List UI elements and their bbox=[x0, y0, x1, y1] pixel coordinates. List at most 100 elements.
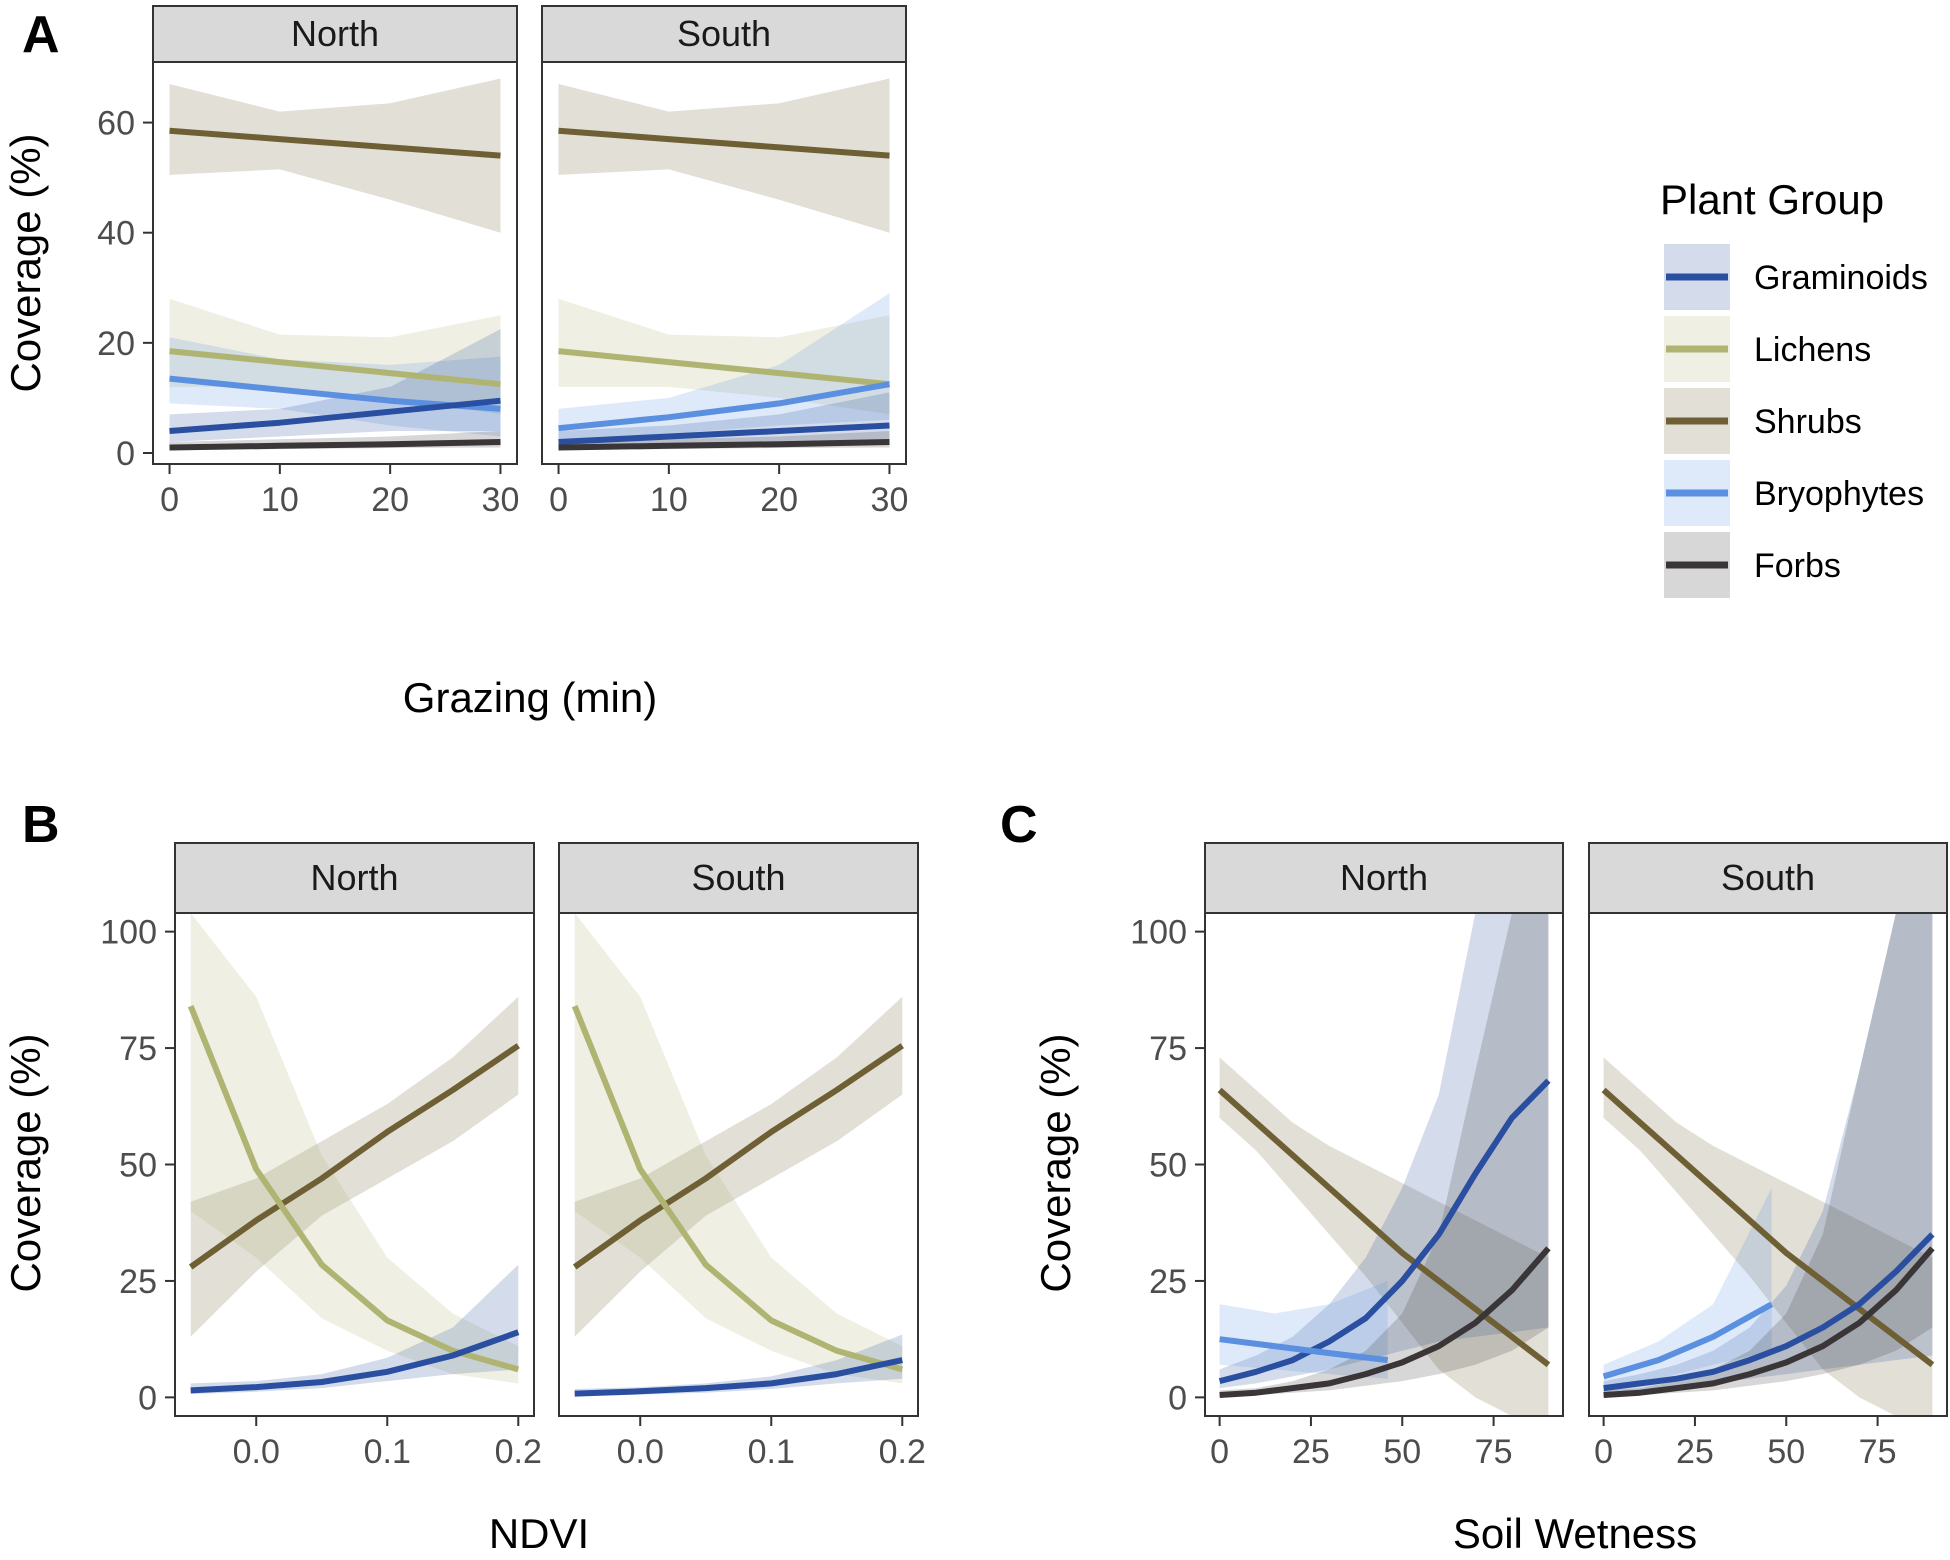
line-forbs bbox=[169, 439, 501, 451]
facet-north: North 0 10 20 30 0 20 40 60 bbox=[97, 5, 519, 519]
facet-strip-label: North bbox=[1340, 857, 1428, 898]
line-graminoids bbox=[190, 1329, 520, 1394]
ci-band-graminoids bbox=[169, 329, 501, 442]
line-lichens bbox=[571, 1004, 904, 1373]
legend-label: Bryophytes bbox=[1754, 475, 1924, 513]
facet-strip bbox=[1204, 842, 1564, 914]
plot-area bbox=[1217, 913, 1551, 1416]
facet-strip-label: North bbox=[291, 13, 379, 54]
line-lichens bbox=[558, 348, 890, 388]
x-axis-title: NDVI bbox=[489, 1510, 589, 1557]
ci-band-graminoids bbox=[574, 1334, 903, 1396]
x-tick-label: 75 bbox=[1475, 1433, 1513, 1471]
legend-label: Forbs bbox=[1754, 547, 1841, 585]
y-tick-label: 0 bbox=[1168, 1379, 1187, 1417]
ci-band-graminoids bbox=[558, 392, 890, 448]
y-tick-label: 100 bbox=[100, 914, 157, 952]
x-tick-label: 50 bbox=[1383, 1433, 1421, 1471]
y-tick-label: 75 bbox=[119, 1030, 157, 1068]
facet-strip bbox=[174, 842, 535, 914]
plot-area bbox=[558, 78, 891, 451]
facet-strip bbox=[541, 5, 907, 63]
line-graminoids bbox=[169, 397, 501, 434]
facet-north: North 0 25 50 75 0 25 50 75 100 bbox=[1130, 842, 1564, 1471]
x-tick-label: 0 bbox=[1594, 1433, 1613, 1471]
line-shrubs bbox=[1217, 1087, 1551, 1368]
ci-band-bryophytes bbox=[1603, 1187, 1772, 1386]
ci-band-forbs bbox=[1603, 913, 1933, 1397]
line-graminoids bbox=[1218, 1078, 1551, 1385]
legend-label: Shrubs bbox=[1754, 403, 1862, 441]
x-tick-label: 0.2 bbox=[879, 1433, 926, 1471]
ci-band-shrubs bbox=[574, 996, 903, 1337]
legend-item-shrubs: Shrubs bbox=[1664, 388, 1862, 454]
ci-band-lichens bbox=[558, 298, 890, 415]
facet-strip bbox=[1588, 842, 1948, 914]
x-tick-label: 0 bbox=[160, 481, 179, 519]
y-tick-label: 0 bbox=[138, 1379, 157, 1417]
panel-border bbox=[152, 61, 518, 465]
facet-strip-label: South bbox=[691, 857, 785, 898]
legend-item-graminoids: Graminoids bbox=[1664, 244, 1928, 310]
line-bryophytes bbox=[558, 381, 891, 432]
x-tick-label: 10 bbox=[650, 481, 688, 519]
line-graminoids bbox=[574, 1357, 903, 1397]
y-axis-title: Coverage (%) bbox=[1032, 1033, 1079, 1292]
ci-band-graminoids bbox=[1603, 913, 1933, 1393]
y-tick-label: 25 bbox=[1149, 1263, 1187, 1301]
y-tick-label: 100 bbox=[1130, 914, 1187, 952]
x-tick-label: 0.0 bbox=[617, 1433, 664, 1471]
x-tick-label: 20 bbox=[760, 481, 798, 519]
ci-band-lichens bbox=[190, 913, 519, 1384]
legend-item-forbs: Forbs bbox=[1664, 532, 1841, 598]
line-shrubs bbox=[572, 1043, 904, 1270]
facet-south: South 0.0 0.1 0.2 bbox=[558, 842, 926, 1471]
panel-label: B bbox=[22, 796, 60, 854]
x-tick-label: 25 bbox=[1676, 1433, 1714, 1471]
x-tick-label: 50 bbox=[1767, 1433, 1805, 1471]
y-tick-label: 25 bbox=[119, 1263, 157, 1301]
line-bryophytes bbox=[1219, 1336, 1389, 1364]
ci-band-shrubs bbox=[190, 996, 519, 1337]
facet-strip bbox=[152, 5, 518, 63]
y-tick-label: 0 bbox=[116, 435, 135, 473]
y-tick-label: 20 bbox=[97, 325, 135, 363]
line-shrubs bbox=[1601, 1087, 1935, 1368]
y-axis-title: Coverage (%) bbox=[2, 1033, 49, 1292]
panel-border bbox=[1588, 912, 1948, 1417]
x-axis-title: Soil Wetness bbox=[1453, 1510, 1697, 1557]
x-tick-label: 0.1 bbox=[748, 1433, 795, 1471]
facet-strip-label: South bbox=[1721, 857, 1815, 898]
panel-label: A bbox=[22, 6, 60, 64]
y-tick-label: 50 bbox=[1149, 1147, 1187, 1185]
plot-area bbox=[571, 913, 904, 1397]
x-tick-label: 25 bbox=[1292, 1433, 1330, 1471]
line-bryophytes bbox=[1602, 1301, 1774, 1380]
line-shrubs bbox=[188, 1043, 520, 1270]
facet-south: South 0 10 20 30 bbox=[541, 5, 909, 519]
line-forbs bbox=[1219, 1246, 1551, 1398]
ci-band-bryophytes bbox=[558, 293, 890, 440]
y-tick-label: 75 bbox=[1149, 1030, 1187, 1068]
y-tick-label: 50 bbox=[119, 1147, 157, 1185]
legend-label: Graminoids bbox=[1754, 259, 1928, 297]
legend-item-bryophytes: Bryophytes bbox=[1664, 460, 1924, 526]
line-forbs bbox=[1603, 1246, 1935, 1398]
x-tick-label: 0.2 bbox=[495, 1433, 542, 1471]
facet-strip-label: South bbox=[677, 13, 771, 54]
chart-a: A North 0 10 20 30 0 20 40 60 South 0 10 20 30 Grazing … bbox=[2, 5, 909, 721]
x-tick-label: 20 bbox=[371, 481, 409, 519]
x-tick-label: 30 bbox=[871, 481, 909, 519]
x-tick-label: 75 bbox=[1859, 1433, 1897, 1471]
ci-band-shrubs bbox=[558, 78, 890, 233]
panel-border bbox=[541, 61, 907, 465]
line-shrubs bbox=[558, 127, 890, 159]
facet-strip bbox=[558, 842, 919, 914]
legend: Plant Group Graminoids Lichens Shrubs Bryoph… bbox=[1660, 176, 1928, 598]
x-tick-label: 10 bbox=[261, 481, 299, 519]
facet-south: South 0 25 50 75 bbox=[1588, 842, 1948, 1471]
ci-band-lichens bbox=[574, 913, 903, 1384]
x-axis-title: Grazing (min) bbox=[403, 674, 657, 721]
